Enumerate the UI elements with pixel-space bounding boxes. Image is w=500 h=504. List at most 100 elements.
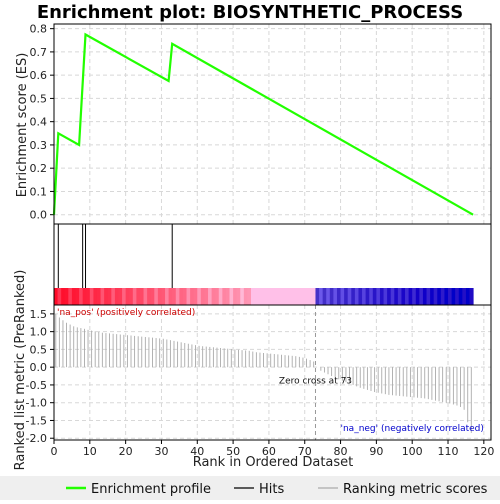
rank-y-tick-label: -2.0	[26, 432, 47, 445]
rank-color-cell	[387, 288, 392, 305]
rank-color-cell	[469, 288, 474, 305]
rank-color-cell	[426, 288, 431, 305]
chart-title: Enrichment plot: BIOSYNTHETIC_PROCESS	[37, 2, 463, 23]
rank-y-tick-label: 0.0	[30, 361, 48, 374]
x-tick-label: 50	[226, 445, 240, 458]
rank-color-cell	[93, 288, 98, 305]
rank-color-cell	[125, 288, 130, 305]
rank-color-cell	[437, 288, 442, 305]
rank-color-cell	[96, 288, 102, 305]
rank-color-cell	[354, 288, 359, 305]
rank-color-cell	[372, 288, 377, 305]
rank-color-cell	[322, 288, 327, 305]
rank-color-cell	[165, 288, 170, 305]
es-y-tick-label: 0.5	[30, 92, 48, 105]
rank-color-cell	[268, 288, 273, 305]
x-tick-label: 30	[154, 445, 168, 458]
rank-color-cell	[422, 288, 428, 305]
rank-color-cell	[405, 288, 410, 305]
rank-color-cell	[258, 288, 263, 305]
rank-color-cell	[57, 288, 62, 305]
rank-color-cell	[455, 288, 460, 305]
rank-color-cell	[193, 288, 198, 305]
rank-color-cell	[243, 288, 248, 305]
rank-color-cell	[336, 288, 342, 305]
rank-color-cell	[265, 288, 270, 305]
rank-y-tick-label: -0.5	[26, 379, 47, 392]
rank-color-cell	[412, 288, 417, 305]
rank-color-cell	[365, 288, 370, 305]
rank-color-cell	[401, 288, 406, 305]
legend-label: Hits	[259, 482, 284, 497]
rank-color-cell	[261, 288, 266, 305]
x-tick-label: 120	[473, 445, 494, 458]
rank-color-cell	[379, 288, 385, 305]
rank-color-cell	[68, 288, 73, 305]
rank-color-cell	[308, 288, 313, 305]
x-axis-label: Rank in Ordered Dataset	[193, 455, 354, 470]
rank-y-axis-label: Ranked list metric (PreRanked)	[13, 270, 28, 471]
rank-color-cell	[197, 288, 202, 305]
es-panel: 0.0 0.1 0.2 0.3 0.4 0.5 0.6 0.7 0.8	[30, 23, 492, 225]
rank-color-cell	[362, 288, 367, 305]
rank-color-cell	[347, 288, 352, 305]
rank-color-cell	[383, 288, 388, 305]
rank-color-cell	[132, 288, 137, 305]
rank-color-cell	[82, 288, 87, 305]
rank-color-cell	[297, 288, 302, 305]
legend: Enrichment profile Hits Ranking metric sco…	[0, 476, 500, 500]
rank-color-cell	[430, 288, 435, 305]
x-tick-label: 60	[262, 445, 276, 458]
legend-label: Ranking metric scores	[343, 482, 488, 497]
rank-color-cell	[100, 288, 105, 305]
rank-color-cell	[451, 288, 456, 305]
rank-color-cell	[86, 288, 91, 305]
rank-color-cell	[333, 288, 338, 305]
rank-color-cell	[71, 288, 76, 305]
x-tick-label: 80	[334, 445, 348, 458]
es-y-tick-label: 0.1	[30, 185, 48, 198]
es-y-axis-label: Enrichment score (ES)	[15, 53, 30, 198]
rank-color-cell	[233, 288, 238, 305]
x-tick-label: 70	[298, 445, 312, 458]
rank-color-cell	[286, 288, 291, 305]
rank-color-cell	[179, 288, 184, 305]
rank-color-cell	[251, 288, 256, 305]
rank-color-cell	[64, 288, 69, 305]
rank-color-cell	[200, 288, 205, 305]
rank-color-cell	[122, 288, 127, 305]
rank-color-cell	[311, 288, 316, 305]
rank-color-cell	[329, 288, 334, 305]
rank-y-tick-label: 1.5	[30, 308, 48, 321]
rank-color-cell	[458, 288, 463, 305]
es-y-tick-label: 0.3	[30, 139, 48, 152]
rank-color-cell	[168, 288, 173, 305]
rank-color-cell	[301, 288, 306, 305]
rank-color-cell	[75, 288, 80, 305]
rank-panel-frame	[53, 304, 492, 441]
rank-color-cell	[190, 288, 195, 305]
rank-color-cell	[440, 288, 445, 305]
rank-color-cell	[118, 288, 123, 305]
rank-color-cell	[408, 288, 413, 305]
rank-color-cell	[344, 288, 349, 305]
rank-color-cell	[465, 288, 471, 305]
rank-color-cell	[358, 288, 363, 305]
es-y-tick-label: 0.8	[30, 23, 48, 36]
rank-color-cell	[175, 288, 180, 305]
rank-color-cell	[419, 288, 424, 305]
rank-color-cell	[114, 288, 119, 305]
es-y-tick-label: 0.0	[30, 209, 48, 222]
rank-color-cell	[79, 288, 84, 305]
rank-color-cell	[351, 288, 356, 305]
rank-color-cell	[150, 288, 155, 305]
rank-color-cell	[107, 288, 112, 305]
legend-label: Enrichment profile	[91, 482, 211, 497]
rank-color-cell	[186, 288, 191, 305]
rank-color-cell	[204, 288, 209, 305]
es-y-tick-label: 0.2	[30, 162, 48, 175]
rank-color-cell	[111, 288, 116, 305]
rank-y-tick-label: -1.0	[26, 397, 47, 410]
rank-color-cell	[222, 288, 227, 305]
rank-color-cell	[240, 288, 245, 305]
